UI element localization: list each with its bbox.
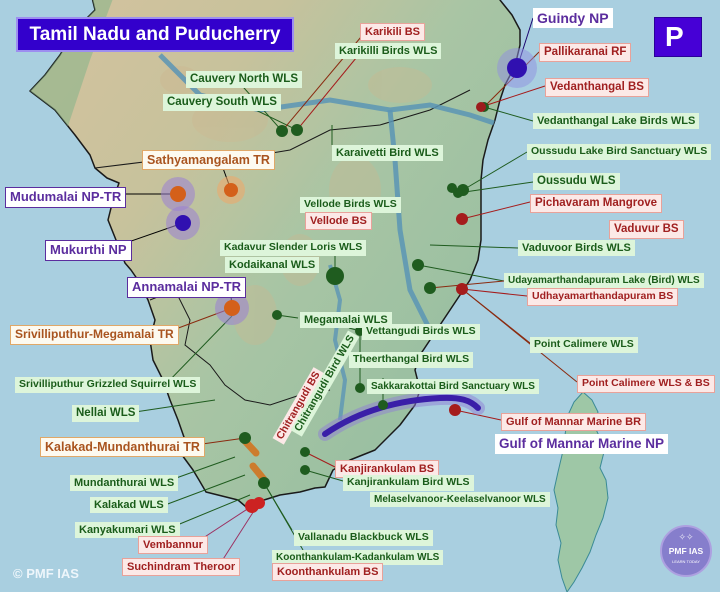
svg-text:P: P	[665, 22, 684, 52]
